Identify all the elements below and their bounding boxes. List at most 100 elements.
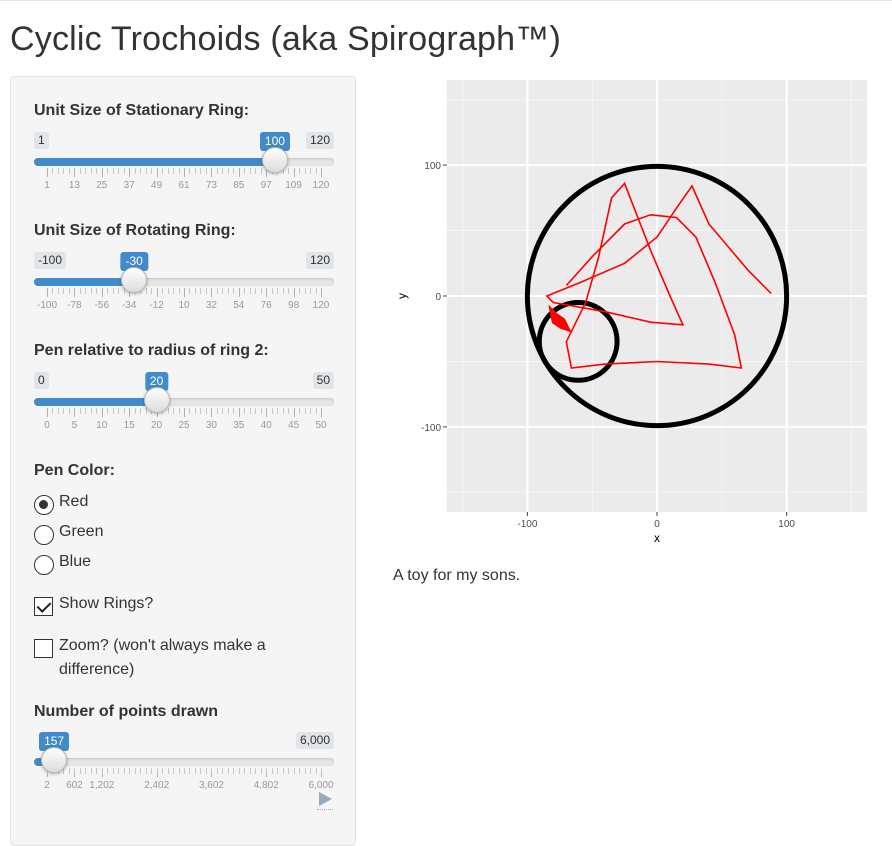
slider-tick	[266, 168, 268, 177]
slider-minor-tick	[52, 168, 54, 174]
slider-max-label: 50	[312, 372, 334, 389]
slider-minor-tick	[277, 768, 279, 774]
slider-minor-tick	[277, 408, 279, 414]
slider-minor-tick	[260, 408, 262, 414]
slider-handle[interactable]	[261, 147, 288, 173]
slider-track[interactable]	[34, 278, 334, 286]
slider-tick-label: 97	[260, 180, 272, 191]
radio-green[interactable]	[34, 525, 54, 545]
slider-minor-tick	[140, 408, 142, 414]
slider-tick-label: 73	[205, 180, 217, 191]
slider-tick-labels: 0 5 10 15 20 25 30 35 40 45 50	[34, 420, 334, 434]
slider-minor-tick	[151, 768, 153, 774]
y-tick-label: -100	[421, 423, 441, 434]
radio-red[interactable]	[34, 495, 54, 515]
slider-tick	[211, 168, 213, 177]
slider-minor-tick	[315, 288, 317, 294]
slider-minor-tick	[233, 768, 235, 774]
show-rings-checkbox[interactable]	[34, 597, 53, 616]
slider-handle[interactable]	[121, 267, 148, 293]
slider-minor-tick	[118, 768, 120, 774]
points-drawn-slider[interactable]: 2 6,000 157 2 602 1,202 2,402 3,602 4,802 6,00…	[34, 732, 334, 802]
pen-radius-slider[interactable]: 0 50 20 0 5 10 15 20 25 30 35 40 45 50	[34, 372, 334, 442]
slider-minor-tick	[189, 408, 191, 414]
slider-minor-tick	[162, 288, 164, 294]
slider-minor-tick	[304, 768, 306, 774]
slider-minor-tick	[310, 768, 312, 774]
radio-red-label: Red	[59, 493, 89, 510]
play-icon[interactable]	[317, 791, 333, 810]
plot-gridlines	[447, 80, 867, 512]
slider-minor-tick	[184, 768, 185, 774]
slider-minor-tick	[310, 168, 312, 174]
slider-minor-tick	[173, 408, 175, 414]
slider-tick-label: 6,000	[308, 780, 334, 791]
slider-minor-tick	[255, 408, 257, 414]
slider-tick	[101, 408, 103, 417]
slider-fill	[34, 278, 135, 286]
slider-track[interactable]	[34, 758, 334, 766]
slider-minor-tick	[96, 168, 98, 174]
slider-tick	[156, 288, 158, 297]
slider-minor-tick	[238, 768, 240, 774]
slider-minor-tick	[310, 408, 312, 414]
slider-minor-tick	[205, 288, 207, 294]
slider-minor-tick	[194, 168, 196, 174]
slider-tick-labels: 2 602 1,202 2,402 3,602 4,802 6,000	[34, 780, 334, 794]
slider-tick	[321, 408, 322, 417]
slider-tick-label: -56	[94, 300, 110, 311]
slider-handle[interactable]	[143, 387, 170, 413]
slider-tick-label: 54	[233, 300, 245, 311]
slider-ticks	[34, 168, 334, 178]
points-drawn-label: Number of points drawn	[34, 703, 218, 720]
rotating-ring-slider[interactable]: -100 120 -30 -100 -78 -56 -34 -12 10 32 54 76 98 1…	[34, 252, 334, 322]
slider-minor-tick	[79, 288, 81, 294]
slider-tick-label: 45	[288, 420, 300, 431]
slider-minor-tick	[162, 768, 164, 774]
x-tick-label: 0	[654, 519, 660, 530]
slider-minor-tick	[85, 288, 87, 294]
slider-tick-label: 50	[315, 420, 327, 431]
slider-track[interactable]	[34, 158, 334, 166]
slider-tick	[321, 288, 322, 297]
slider-minor-tick	[310, 288, 312, 294]
slider-minor-tick	[74, 768, 76, 774]
slider-tick	[238, 288, 240, 297]
slider-minor-tick	[52, 408, 54, 414]
checkmark-icon	[36, 598, 52, 613]
slider-tick-label: 4,802	[253, 780, 279, 791]
slider-tick	[74, 408, 76, 417]
slider-tick-label: 40	[260, 420, 272, 431]
slider-minor-tick	[167, 288, 169, 294]
slider-minor-tick	[288, 768, 290, 774]
slider-minor-tick	[222, 408, 224, 414]
slider-track[interactable]	[34, 398, 334, 406]
slider-tick-label: 98	[288, 300, 300, 311]
slider-minor-tick	[244, 768, 246, 774]
slider-tick	[266, 408, 268, 417]
slider-max-label: 120	[305, 252, 334, 269]
slider-minor-tick	[299, 408, 301, 414]
slider-minor-tick	[260, 768, 262, 774]
slider-minor-tick	[112, 288, 114, 294]
slider-handle[interactable]	[41, 747, 68, 773]
slider-minor-tick	[249, 288, 251, 294]
radio-blue[interactable]	[34, 555, 54, 575]
slider-tick	[74, 288, 76, 297]
slider-minor-tick	[277, 288, 279, 294]
slider-tick-label: 15	[123, 420, 135, 431]
slider-value-label: 157	[39, 732, 70, 751]
rotating-ring	[536, 300, 620, 383]
plot-axes: -100 0 100 100 0 -100	[421, 161, 795, 530]
slider-minor-tick	[299, 168, 301, 174]
slider-tick	[47, 288, 48, 297]
zoom-checkbox[interactable]	[34, 639, 53, 658]
slider-minor-tick	[189, 168, 191, 174]
slider-minor-tick	[151, 168, 153, 174]
slider-tick-label: 35	[233, 420, 245, 431]
slider-minor-tick	[85, 408, 87, 414]
x-tick-label: 100	[778, 519, 795, 530]
slider-tick	[47, 408, 48, 417]
slider-tick-label: 602	[66, 780, 83, 791]
stationary-ring-slider[interactable]: 1 120 100 1 13 25 37 49 61 73 85 97 109 120	[34, 132, 334, 202]
